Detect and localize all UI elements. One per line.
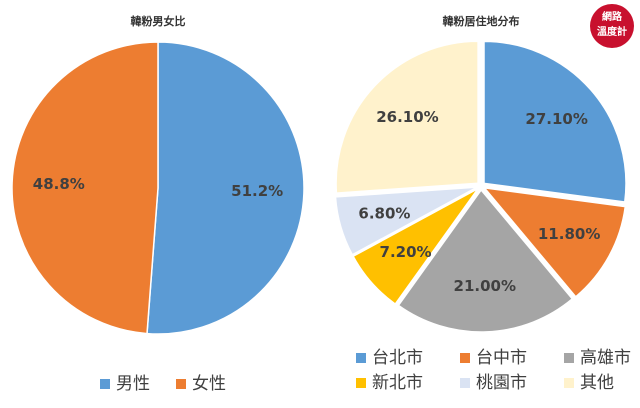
data-label: 7.20% xyxy=(380,243,432,261)
legend-label: 台中市 xyxy=(476,348,527,368)
legend-label: 女性 xyxy=(192,374,226,394)
pie-slice xyxy=(335,40,479,194)
legend-swatch xyxy=(356,353,366,363)
data-label: 26.10% xyxy=(376,108,438,126)
logo-text: 網路 xyxy=(602,10,623,23)
pie-slice xyxy=(352,187,479,306)
legend-swatch xyxy=(356,378,366,388)
pie-slice xyxy=(483,40,627,203)
data-label: 6.80% xyxy=(358,205,410,223)
data-label: 27.10% xyxy=(525,110,587,128)
legend-label: 新北市 xyxy=(372,373,423,393)
legend-swatch xyxy=(176,379,186,389)
legend-swatch xyxy=(100,379,110,389)
legend-swatch xyxy=(564,353,574,363)
logo-badge xyxy=(590,4,634,48)
chart-title: 韓粉居住地分布 xyxy=(443,14,520,28)
pie-slice xyxy=(334,186,478,256)
data-label: 51.2% xyxy=(231,182,283,200)
pie-slice xyxy=(11,41,159,335)
logo-text: 溫度計 xyxy=(597,25,627,38)
legend-label: 男性 xyxy=(116,374,150,394)
data-label: 11.80% xyxy=(538,225,600,243)
legend-label: 高雄市 xyxy=(580,348,631,368)
legend-label: 台北市 xyxy=(372,348,423,368)
pie-slice xyxy=(146,41,305,335)
data-label: 21.00% xyxy=(454,277,516,295)
legend-swatch xyxy=(460,378,470,388)
pie-slice xyxy=(397,188,574,333)
legend-swatch xyxy=(564,378,574,388)
legend-swatch xyxy=(460,353,470,363)
pie-slice xyxy=(482,186,627,298)
legend-label: 其他 xyxy=(580,373,614,393)
legend-label: 桃園市 xyxy=(476,373,527,393)
logo: 網路 溫度計 xyxy=(590,4,634,48)
data-label: 48.8% xyxy=(33,175,85,193)
chart-title: 韓粉男女比 xyxy=(131,14,186,28)
